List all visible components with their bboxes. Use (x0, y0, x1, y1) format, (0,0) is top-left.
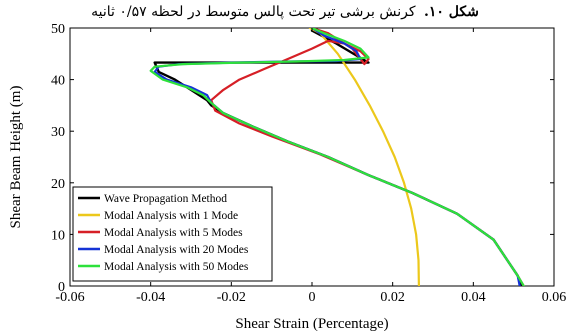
series-line-5 (149, 28, 525, 286)
figure-caption-text: کرنش برشی تیر تحت پالس متوسط در لحظه ۰/۵… (91, 4, 416, 20)
y-axis-label: Shear Beam Height (m) (8, 86, 24, 229)
x-axis-label: Shear Strain (Percentage) (235, 316, 388, 331)
legend-entry-label: Modal Analysis with 20 Modes (104, 244, 249, 256)
series-layer (149, 28, 525, 286)
x-tick-label: -0.02 (217, 290, 246, 305)
y-tick-label: 50 (51, 22, 65, 37)
legend-entry-label: Wave Propagation Method (104, 193, 227, 205)
y-tick-label: 20 (51, 177, 65, 192)
legend: Wave Propagation Method Modal Analysis wi… (72, 186, 273, 282)
figure-caption: شکل ۱۰. کرنش برشی تیر تحت پالس متوسط در … (0, 4, 570, 20)
y-tick-label: 40 (51, 74, 65, 89)
x-tick-label: -0.04 (136, 290, 165, 305)
y-tick-label: 30 (51, 125, 65, 140)
tick-layer: -0.06 -0.04 -0.02 0 0.02 0.04 0.06 0 10 20 30 40 50 (51, 22, 566, 305)
x-tick-label: 0.04 (461, 290, 486, 305)
x-tick-label: 0.06 (542, 290, 567, 305)
legend-entry-label: Modal Analysis with 1 Mode (104, 210, 238, 222)
y-tick-label: 0 (58, 280, 65, 295)
y-tick-label: 10 (51, 228, 65, 243)
legend-entry-label: Modal Analysis with 5 Modes (104, 227, 243, 239)
legend-entry-label: Modal Analysis with 50 Modes (104, 261, 249, 273)
x-tick-label: 0.02 (380, 290, 405, 305)
x-tick-label: 0 (309, 290, 316, 305)
figure-caption-label: شکل ۱۰. (423, 4, 479, 20)
series-line-2 (308, 28, 420, 286)
x-tick-label: -0.06 (55, 290, 84, 305)
legend-box (72, 186, 273, 282)
